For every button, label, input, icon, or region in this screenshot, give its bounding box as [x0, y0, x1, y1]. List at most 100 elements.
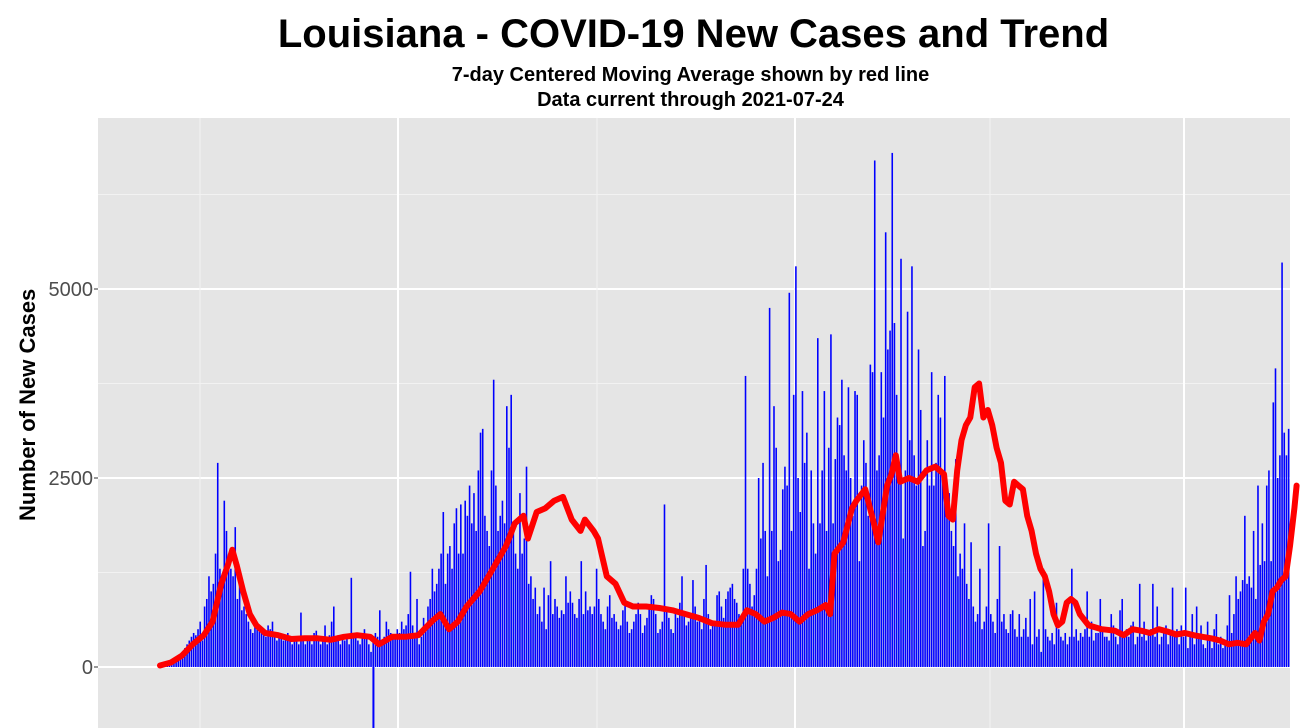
- bar: [1149, 629, 1152, 667]
- bar: [608, 595, 611, 667]
- bar: [630, 629, 633, 667]
- bar: [1011, 610, 1014, 667]
- bar: [495, 485, 497, 667]
- bar: [280, 638, 283, 667]
- bar: [692, 580, 694, 667]
- bar: [1130, 625, 1132, 667]
- bar: [1020, 636, 1023, 667]
- chart-subtitle-data-current: Data current through 2021-07-24: [537, 89, 844, 111]
- bar: [249, 629, 252, 667]
- bar: [1173, 636, 1176, 667]
- bar: [273, 632, 276, 667]
- bar: [576, 617, 578, 667]
- bar: [429, 598, 431, 667]
- bar: [1036, 636, 1038, 667]
- bar: [394, 636, 396, 667]
- bar: [823, 391, 826, 667]
- bar: [282, 640, 285, 667]
- bar: [538, 606, 541, 667]
- bar: [1088, 636, 1091, 667]
- bar: [784, 466, 786, 667]
- bar: [295, 640, 298, 667]
- bar: [595, 568, 598, 667]
- bar: [1219, 636, 1222, 667]
- bar: [1055, 602, 1058, 667]
- bar: [735, 602, 738, 667]
- bar: [1046, 636, 1049, 667]
- bar: [1259, 564, 1261, 667]
- bar: [407, 614, 410, 667]
- bar: [681, 576, 683, 667]
- bar: [764, 530, 767, 667]
- bar: [492, 379, 495, 667]
- bar: [663, 504, 666, 667]
- bar: [808, 568, 810, 667]
- bar: [876, 470, 878, 667]
- bar: [781, 489, 784, 667]
- bar: [1209, 640, 1211, 667]
- bar: [694, 606, 696, 667]
- bar: [959, 553, 961, 667]
- bar: [696, 621, 699, 667]
- bar: [1000, 621, 1003, 667]
- bar: [389, 632, 392, 667]
- bar: [587, 610, 589, 667]
- bar: [580, 561, 583, 667]
- bar: [1154, 636, 1156, 667]
- bar: [1237, 598, 1240, 667]
- bar: [1156, 606, 1159, 667]
- bar: [1084, 629, 1086, 667]
- bar: [254, 625, 256, 667]
- bar: [900, 258, 902, 667]
- bar: [685, 625, 688, 667]
- bar: [317, 640, 320, 667]
- bar: [1147, 632, 1150, 667]
- bar: [1213, 629, 1215, 667]
- bar: [267, 625, 269, 667]
- bar: [906, 311, 909, 667]
- bar: [819, 523, 821, 667]
- bar: [709, 629, 712, 667]
- bar: [1206, 621, 1209, 667]
- bar: [343, 640, 346, 667]
- bar: [440, 553, 442, 667]
- bar: [232, 576, 234, 667]
- bar: [1117, 644, 1119, 667]
- bar: [641, 632, 644, 667]
- bar: [339, 644, 342, 667]
- bar: [733, 598, 736, 667]
- bar: [262, 635, 265, 667]
- bar: [302, 640, 304, 667]
- bar: [926, 440, 929, 667]
- bar: [687, 621, 690, 667]
- bar: [455, 508, 458, 667]
- bar: [873, 160, 876, 668]
- bar: [181, 651, 184, 667]
- chart-title: Louisiana - COVID-19 New Cases and Trend: [277, 12, 1110, 56]
- bar: [1081, 636, 1084, 667]
- bar: [1204, 648, 1207, 667]
- bar: [1097, 632, 1099, 667]
- bar: [420, 636, 423, 667]
- bar: [1152, 583, 1154, 667]
- bar: [1217, 644, 1220, 667]
- bar: [481, 428, 484, 667]
- bar: [611, 617, 613, 667]
- bar: [1200, 625, 1202, 667]
- bar: [1029, 598, 1032, 667]
- bar: [738, 614, 740, 667]
- bar: [514, 553, 517, 667]
- bar: [676, 617, 679, 667]
- bar: [271, 621, 274, 667]
- bar: [477, 470, 480, 667]
- bar: [825, 530, 828, 667]
- bar: [893, 323, 896, 667]
- bar: [368, 644, 370, 667]
- bar: [230, 568, 232, 667]
- bar: [1241, 580, 1244, 667]
- bar: [573, 614, 576, 667]
- bar: [725, 598, 727, 667]
- bar: [337, 635, 339, 667]
- bar: [760, 538, 762, 667]
- bar: [197, 629, 199, 667]
